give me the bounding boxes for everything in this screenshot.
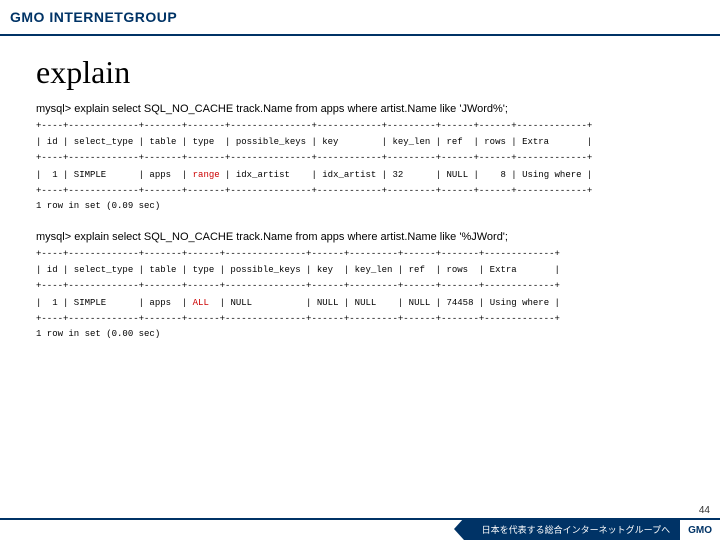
page-number: 44 [699, 505, 710, 516]
footer-logo: GMO [680, 518, 720, 540]
highlight-range: range [193, 170, 220, 180]
table-2: +----+-------------+-------+------+-----… [36, 246, 684, 327]
footer-bar: 日本を代表する総合インターネットグループへ GMO [0, 518, 720, 540]
header-bar: GMO INTERNETGROUP [0, 0, 720, 36]
logo-text: GMO INTERNETGROUP [10, 9, 177, 25]
footer-tagline: 日本を代表する総合インターネットグループへ [464, 518, 680, 540]
result-2: 1 row in set (0.00 sec) [36, 329, 684, 339]
query-2: mysql> explain select SQL_NO_CACHE track… [36, 231, 684, 243]
query-1: mysql> explain select SQL_NO_CACHE track… [36, 103, 684, 115]
slide-title: explain [36, 54, 684, 91]
footer-spacer [0, 518, 464, 540]
highlight-all: ALL [193, 298, 209, 308]
table-1: +----+-------------+-------+-------+----… [36, 118, 684, 199]
result-1: 1 row in set (0.09 sec) [36, 201, 684, 211]
slide-content: explain mysql> explain select SQL_NO_CAC… [0, 36, 720, 339]
